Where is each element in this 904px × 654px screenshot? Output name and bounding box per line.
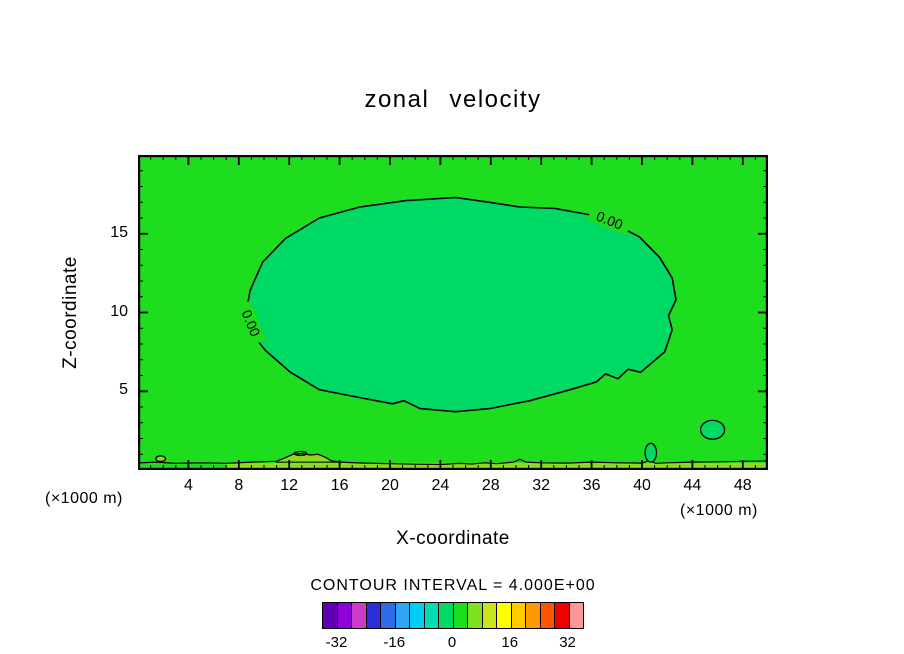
colorbar-tick-labels: -32 -16 0 16 32 bbox=[322, 634, 582, 652]
y-axis-label: Z-coordinate bbox=[60, 256, 81, 369]
x-tick-label: 24 bbox=[431, 477, 450, 494]
colorbar-segment bbox=[424, 603, 439, 628]
x-tick-label: 40 bbox=[633, 477, 651, 494]
colorbar-segment bbox=[381, 603, 396, 628]
x-tick-label: 48 bbox=[733, 477, 752, 494]
x-tick-label: 12 bbox=[280, 477, 299, 494]
colorbar-segment bbox=[497, 603, 512, 628]
plot-frame bbox=[137, 154, 769, 471]
colorbar-segment bbox=[337, 603, 352, 628]
small-closed-contour bbox=[644, 442, 658, 463]
y-axis-unit: (×1000 m) bbox=[45, 490, 123, 507]
y-tick-label: 15 bbox=[110, 223, 128, 241]
chart-title: zonal velocity bbox=[364, 86, 542, 113]
colorbar-segment bbox=[395, 603, 410, 628]
x-tick-label: 32 bbox=[532, 477, 551, 494]
x-tick-label: 44 bbox=[683, 477, 702, 494]
x-tick-label: 16 bbox=[330, 477, 349, 494]
y-tick-label: 10 bbox=[110, 302, 128, 320]
x-axis-label: X-coordinate bbox=[396, 528, 510, 549]
colorbar-tick-label: -32 bbox=[325, 634, 348, 651]
contour-plot: 0.000.00 bbox=[137, 154, 769, 471]
small-closed-contour bbox=[293, 450, 308, 457]
x-tick-label: 36 bbox=[582, 477, 601, 494]
colorbar-segment bbox=[439, 603, 454, 628]
colorbar-segment bbox=[569, 603, 583, 628]
colorbar-segment bbox=[352, 603, 367, 628]
colorbar-segment bbox=[410, 603, 425, 628]
colorbar-segment bbox=[468, 603, 483, 628]
colorbar bbox=[322, 602, 584, 629]
colorbar-segment bbox=[366, 603, 381, 628]
surface-band bbox=[226, 462, 768, 470]
major-ticks bbox=[138, 155, 768, 470]
colorbar-tick-label: 16 bbox=[501, 634, 519, 651]
x-tick-label: 8 bbox=[234, 477, 244, 494]
x-tick-label: 20 bbox=[381, 477, 399, 494]
colorbar-tick-label: 0 bbox=[447, 634, 457, 651]
colorbar-segment bbox=[511, 603, 526, 628]
colorbar-segment bbox=[526, 603, 541, 628]
x-axis-unit: (×1000 m) bbox=[680, 502, 758, 519]
small-closed-contour bbox=[155, 455, 167, 463]
minor-ticks bbox=[138, 155, 768, 470]
colorbar-segment bbox=[323, 603, 338, 628]
colorbar-tick-label: -16 bbox=[383, 634, 406, 651]
contour-interval-text: CONTOUR INTERVAL = 4.000E+00 bbox=[310, 577, 596, 594]
plot-area: 0.00 0.00 bbox=[137, 154, 769, 471]
colorbar-segment bbox=[482, 603, 497, 628]
colorbar-segment bbox=[555, 603, 570, 628]
small-closed-contour bbox=[699, 419, 726, 440]
zero-contour bbox=[244, 196, 677, 413]
x-tick-label: 4 bbox=[183, 477, 193, 494]
colorbar-tick-label: 32 bbox=[559, 634, 576, 651]
x-tick-label: 28 bbox=[481, 477, 500, 494]
colorbar-segment bbox=[540, 603, 555, 628]
colorbar-segment bbox=[453, 603, 468, 628]
y-tick-label: 5 bbox=[119, 381, 128, 399]
